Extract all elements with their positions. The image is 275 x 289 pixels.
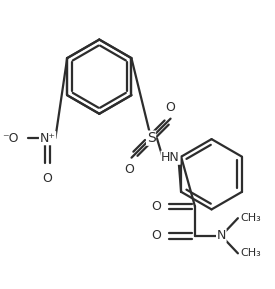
Text: O: O: [151, 200, 161, 213]
Text: O: O: [125, 162, 134, 175]
Text: HN: HN: [161, 151, 180, 164]
Text: S: S: [147, 131, 155, 145]
Text: CH₃: CH₃: [241, 213, 262, 223]
Text: O: O: [166, 101, 175, 114]
Text: CH₃: CH₃: [241, 248, 262, 258]
Text: O: O: [151, 229, 161, 242]
Text: N⁺: N⁺: [40, 132, 56, 145]
Text: O: O: [43, 172, 53, 185]
Text: N: N: [217, 229, 226, 242]
Text: ⁻O: ⁻O: [2, 132, 18, 145]
